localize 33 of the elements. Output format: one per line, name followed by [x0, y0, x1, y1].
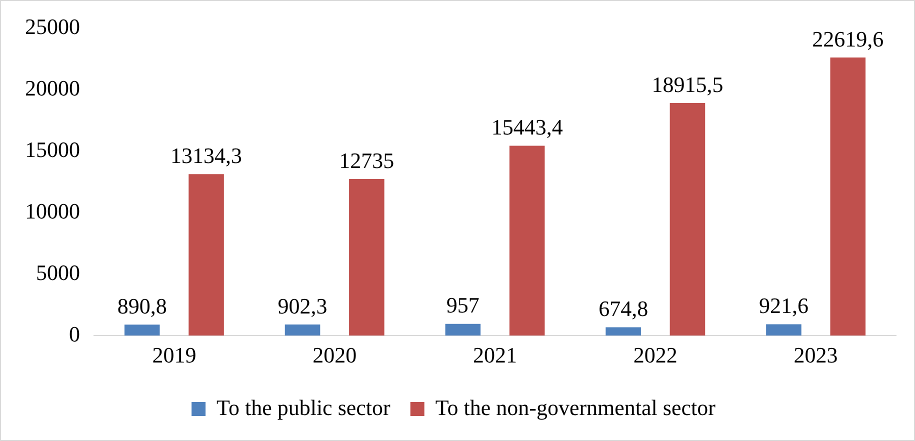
- data-label: 674,8: [598, 296, 648, 322]
- bar: [188, 174, 224, 336]
- data-label: 13134,3: [170, 142, 242, 168]
- y-tick-label: 20000: [25, 75, 80, 100]
- y-tick-label: 5000: [36, 260, 80, 285]
- data-label: 18915,5: [652, 72, 724, 97]
- legend-label: To the public sector: [216, 394, 392, 420]
- data-label: 957: [446, 292, 480, 318]
- bar: [349, 179, 384, 336]
- x-tick-label: 2023: [794, 342, 838, 368]
- bar: [766, 324, 802, 336]
- data-label: 22619,6: [812, 26, 884, 52]
- y-tick-label: 10000: [25, 198, 80, 224]
- bar: [670, 103, 706, 336]
- bar: [830, 57, 866, 336]
- x-tick-label: 2020: [312, 342, 357, 368]
- x-tick-label: 2021: [473, 342, 517, 368]
- x-tick-label: 2022: [633, 342, 678, 368]
- data-label: 890,8: [117, 293, 167, 318]
- bar: [606, 327, 641, 336]
- data-label: 902,3: [278, 293, 328, 318]
- bar: [284, 324, 320, 336]
- legend-label: To the non-governmental sector: [435, 394, 716, 420]
- x-tick-label: 2019: [152, 342, 196, 368]
- data-label: 12735: [339, 148, 394, 173]
- y-tick-label: 15000: [25, 136, 80, 162]
- data-label: 15443,4: [491, 114, 563, 140]
- y-tick-label: 25000: [25, 14, 80, 39]
- bar: [124, 324, 160, 336]
- y-tick-label: 0: [69, 321, 80, 346]
- bar: [445, 324, 481, 336]
- bar: [509, 146, 545, 336]
- data-label: 921,6: [758, 293, 808, 318]
